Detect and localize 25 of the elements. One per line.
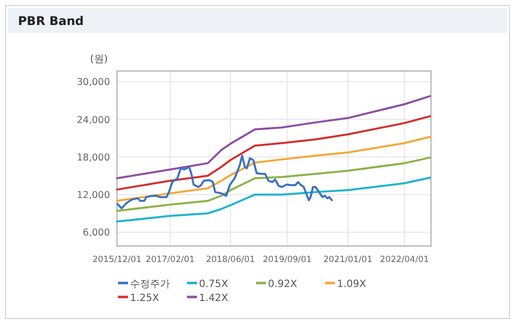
line-series	[116, 136, 432, 202]
x-tick-label: 2017/02/01	[146, 255, 195, 265]
legend-label: 1.09X	[337, 279, 366, 290]
line-series	[116, 154, 333, 210]
legend-label: 0.75X	[199, 279, 228, 290]
y-tick-label: 18,000	[76, 152, 110, 164]
x-tick-label: 2015/12/01	[92, 255, 142, 265]
line-series	[116, 95, 432, 180]
line-series	[116, 156, 432, 212]
title: PBR Band	[18, 14, 84, 28]
x-tick-label: 2019/09/01	[262, 255, 312, 265]
line-series	[116, 176, 432, 223]
x-tick-label: 2021/01/01	[323, 255, 372, 265]
y-tick-label: 12,000	[76, 190, 110, 202]
x-tick-label: 2018/06/01	[206, 255, 255, 265]
legend-label: 0.92X	[268, 279, 298, 290]
y-tick-label: 6,000	[82, 228, 110, 239]
line-series	[116, 115, 432, 191]
ylabel: (원)	[90, 54, 108, 65]
x-tick-label: 2022/04/01	[380, 255, 429, 265]
legend-label: 수정주가	[130, 279, 170, 290]
y-tick-label: 30,000	[76, 77, 110, 88]
legend-label: 1.42X	[199, 293, 228, 304]
y-tick-label: 24,000	[76, 114, 110, 126]
legend-label: 1.25X	[130, 293, 160, 304]
